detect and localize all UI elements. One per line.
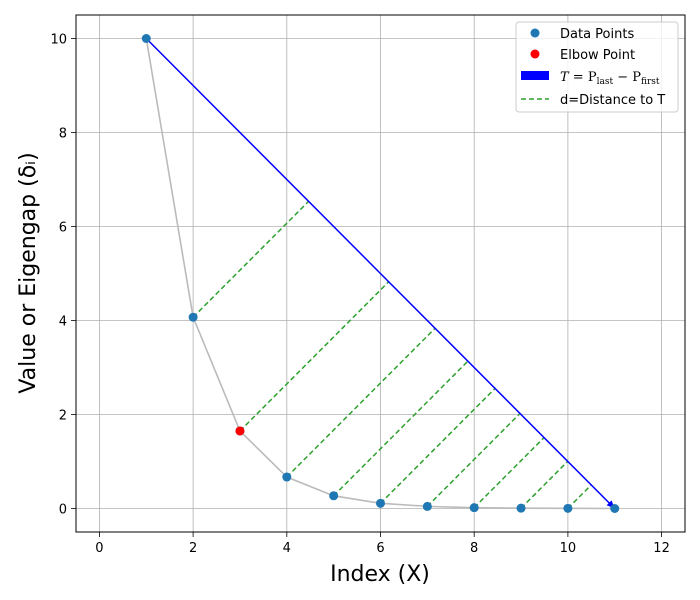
y-tick-label: 6 (59, 221, 67, 236)
legend-vector-minus: − P (613, 70, 641, 85)
x-tick-label: 0 (95, 541, 103, 556)
distance-line (520, 460, 569, 509)
data-point (329, 491, 339, 501)
y-axis-label: Value or Eigengap (δᵢ) (16, 152, 41, 393)
y-tick-label: 2 (59, 409, 67, 424)
distance-line (473, 437, 545, 509)
x-axis-label: Index (X) (330, 562, 430, 587)
y-tick-label: 0 (59, 503, 67, 518)
distance-line (426, 412, 521, 507)
legend-data-points-label: Data Points (560, 27, 634, 42)
x-tick-label: 2 (189, 541, 197, 556)
y-tick-label: 10 (50, 33, 67, 48)
legend-vector-eq: = P (569, 70, 597, 85)
legend-elbow-label: Elbow Point (560, 48, 635, 63)
x-tick-label: 12 (653, 541, 670, 556)
distance-line (379, 387, 496, 504)
legend-elbow-marker (530, 49, 540, 59)
y-tick-label: 4 (59, 315, 67, 330)
distance-layer (192, 200, 592, 509)
legend-vector-first: first (641, 77, 660, 87)
legend-distance-label: d=Distance to T (560, 93, 665, 108)
legend-vector-marker (521, 71, 549, 80)
x-tick-label: 4 (283, 541, 291, 556)
x-ticks: 0 2 4 6 8 10 12 (95, 532, 670, 556)
distance-line (286, 327, 436, 478)
x-tick-label: 10 (560, 541, 577, 556)
x-tick-label: 6 (376, 541, 384, 556)
y-ticks: 0 2 4 6 8 10 (50, 33, 76, 518)
data-point (563, 503, 573, 513)
points-layer (141, 34, 620, 513)
data-point (422, 501, 432, 511)
x-tick-label: 8 (470, 541, 478, 556)
distance-line (192, 200, 310, 318)
distance-line (333, 360, 469, 497)
elbow-point (235, 426, 245, 436)
legend: Data Points Elbow Point T = Plast − Pfir… (515, 21, 679, 113)
vector-line (145, 37, 616, 510)
data-point (188, 312, 198, 322)
distance-line (567, 484, 592, 509)
legend-vector-T: T (560, 70, 570, 85)
data-point (282, 472, 292, 482)
legend-frame (515, 21, 679, 113)
legend-data-points-marker (530, 28, 540, 38)
data-point (141, 34, 151, 43)
legend-vector-last: last (597, 77, 614, 87)
data-point (376, 498, 385, 508)
y-tick-label: 8 (59, 127, 67, 142)
data-point (516, 503, 526, 513)
data-point (469, 503, 479, 513)
legend-vector-label: T = Plast − Pfirst (560, 70, 660, 87)
data-point (610, 504, 620, 513)
distance-line (239, 281, 390, 432)
